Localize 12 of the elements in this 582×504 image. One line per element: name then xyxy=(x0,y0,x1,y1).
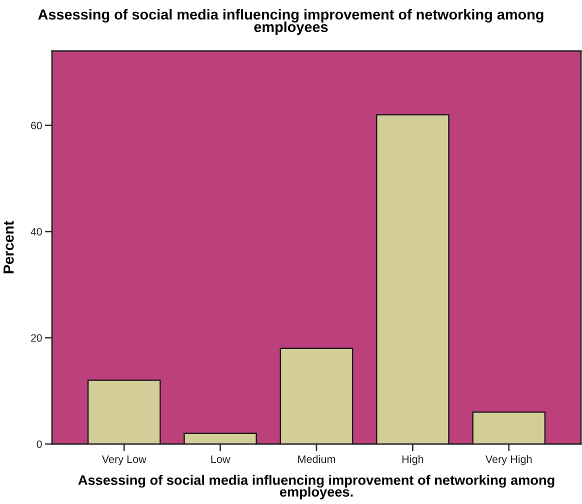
y-axis-title: Percent xyxy=(4,220,14,274)
x-tick-label: High xyxy=(402,455,424,466)
y-tick-label: 40 xyxy=(30,228,42,236)
x-tick-label: Medium xyxy=(298,455,336,464)
x-tick-label: Very Low xyxy=(102,456,146,466)
x-axis-title: Assessing of social media influencing improvement of networking among employees. xyxy=(78,474,554,500)
y-tick-label: 20 xyxy=(31,334,42,342)
x-tick-label: Very High xyxy=(485,455,532,466)
y-tick-label: 60 xyxy=(31,122,42,130)
y-tick-label: 0 xyxy=(36,440,42,448)
chart-title: Assessing of social media influencing improvement of networking among employees xyxy=(38,9,544,35)
x-tick-label: Low xyxy=(211,456,230,464)
